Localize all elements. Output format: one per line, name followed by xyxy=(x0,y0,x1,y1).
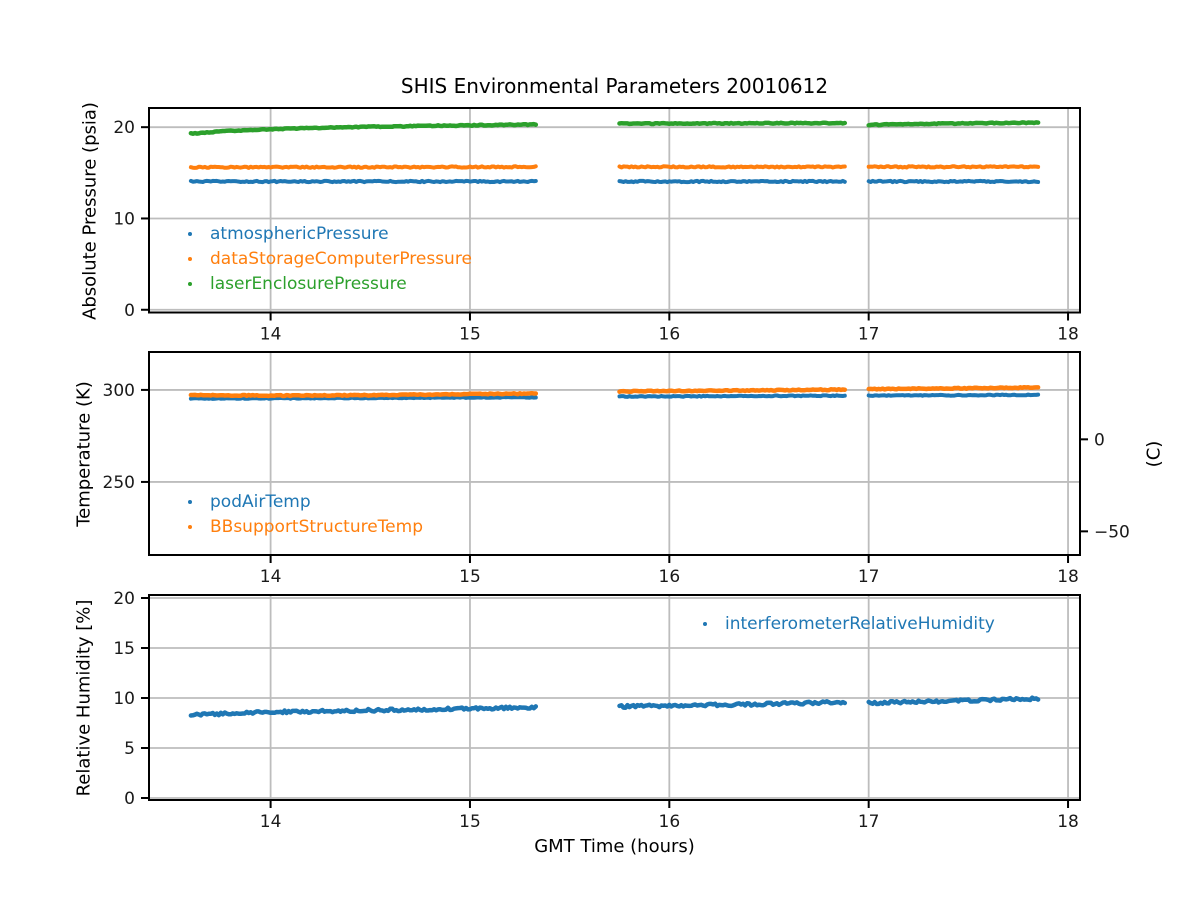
x-axis-label: GMT Time (hours) xyxy=(534,836,695,857)
ticks xyxy=(141,597,1070,808)
legend-marker-dot xyxy=(188,524,192,529)
legend-marker-dot xyxy=(188,256,192,261)
svg-text:10: 10 xyxy=(113,209,135,229)
humidity-plot: 14 15 16 17 18 0 5 10 15 20 xyxy=(113,589,1081,832)
series-podAirTemp xyxy=(188,392,1041,401)
legend-marker-dot xyxy=(188,499,192,504)
svg-text:17: 17 xyxy=(858,567,880,587)
svg-text:300: 300 xyxy=(103,381,135,401)
chart-title: SHIS Environmental Parameters 20010612 xyxy=(400,74,829,98)
tick-labels: 14 15 16 17 18 250 300 0 −50 xyxy=(103,381,1130,587)
grid xyxy=(149,108,1080,313)
svg-text:0: 0 xyxy=(124,789,135,809)
svg-text:17: 17 xyxy=(858,812,880,832)
legend-item-laserEnclosurePressure: laserEnclosurePressure xyxy=(183,271,472,296)
legend-marker-dot xyxy=(188,281,192,286)
svg-text:14: 14 xyxy=(260,325,282,345)
celsius-y-axis-label: (C) xyxy=(1143,440,1165,468)
humidity-legend: interferometerRelativeHumidity xyxy=(698,611,995,636)
series-interferometerRelativeHumidity xyxy=(188,695,1041,718)
grid xyxy=(149,595,1080,800)
legend-label: interferometerRelativeHumidity xyxy=(725,613,995,634)
legend-label: BBsupportStructureTemp xyxy=(210,516,423,537)
legend-item-podAirTemp: podAirTemp xyxy=(183,489,423,514)
svg-text:−50: −50 xyxy=(1094,522,1130,542)
svg-text:16: 16 xyxy=(659,325,681,345)
axes-spines xyxy=(148,107,1081,314)
svg-text:14: 14 xyxy=(260,812,282,832)
svg-text:16: 16 xyxy=(659,812,681,832)
series-dataStorageComputerPressure xyxy=(188,164,1041,170)
svg-text:10: 10 xyxy=(113,689,135,709)
series-laserEnclosurePressure xyxy=(188,120,1041,136)
legend-item-atmosphericPressure: atmosphericPressure xyxy=(183,221,472,246)
svg-text:0: 0 xyxy=(124,301,135,321)
svg-text:15: 15 xyxy=(459,567,481,587)
svg-text:14: 14 xyxy=(260,567,282,587)
legend-item-dataStorageComputerPressure: dataStorageComputerPressure xyxy=(183,246,472,271)
svg-text:16: 16 xyxy=(659,567,681,587)
tick-labels: 14 15 16 17 18 0 10 20 xyxy=(113,118,1078,344)
legend-marker-dot xyxy=(188,231,192,236)
legend-label: dataStorageComputerPressure xyxy=(210,248,472,269)
series-atmosphericPressure xyxy=(188,178,1041,185)
humidity-y-axis-label: Relative Humidity [%] xyxy=(73,599,95,797)
ticks xyxy=(141,388,1088,563)
ticks xyxy=(141,126,1070,321)
pressure-y-axis-label: Absolute Pressure (psia) xyxy=(79,102,101,320)
temperature-y-axis-label: Temperature (K) xyxy=(73,381,95,527)
svg-text:15: 15 xyxy=(459,812,481,832)
svg-text:15: 15 xyxy=(113,639,135,659)
svg-text:15: 15 xyxy=(459,325,481,345)
svg-text:0: 0 xyxy=(1094,430,1105,450)
legend-label: atmosphericPressure xyxy=(210,223,389,244)
pressure-legend: atmosphericPressure dataStorageComputerP… xyxy=(183,221,472,296)
temperature-plot: 14 15 16 17 18 250 300 0 −50 xyxy=(103,351,1130,587)
svg-text:5: 5 xyxy=(124,739,135,759)
svg-text:18: 18 xyxy=(1057,567,1079,587)
svg-text:18: 18 xyxy=(1057,325,1079,345)
axes-spines xyxy=(148,351,1081,556)
legend-label: podAirTemp xyxy=(210,491,311,512)
svg-text:20: 20 xyxy=(113,589,135,609)
tick-labels: 14 15 16 17 18 0 5 10 15 20 xyxy=(113,589,1078,832)
temperature-legend: podAirTemp BBsupportStructureTemp xyxy=(183,489,423,539)
legend-marker-dot xyxy=(703,621,707,626)
svg-text:20: 20 xyxy=(113,118,135,138)
legend-item-BBsupportStructureTemp: BBsupportStructureTemp xyxy=(183,514,423,539)
legend-item-interferometerRelativeHumidity: interferometerRelativeHumidity xyxy=(698,611,995,636)
svg-text:250: 250 xyxy=(103,473,135,493)
svg-text:18: 18 xyxy=(1057,812,1079,832)
svg-text:17: 17 xyxy=(858,325,880,345)
series-BBsupportStructureTemp xyxy=(188,384,1041,399)
legend-label: laserEnclosurePressure xyxy=(210,273,407,294)
pressure-plot: 14 15 16 17 18 0 10 20 xyxy=(113,107,1081,345)
